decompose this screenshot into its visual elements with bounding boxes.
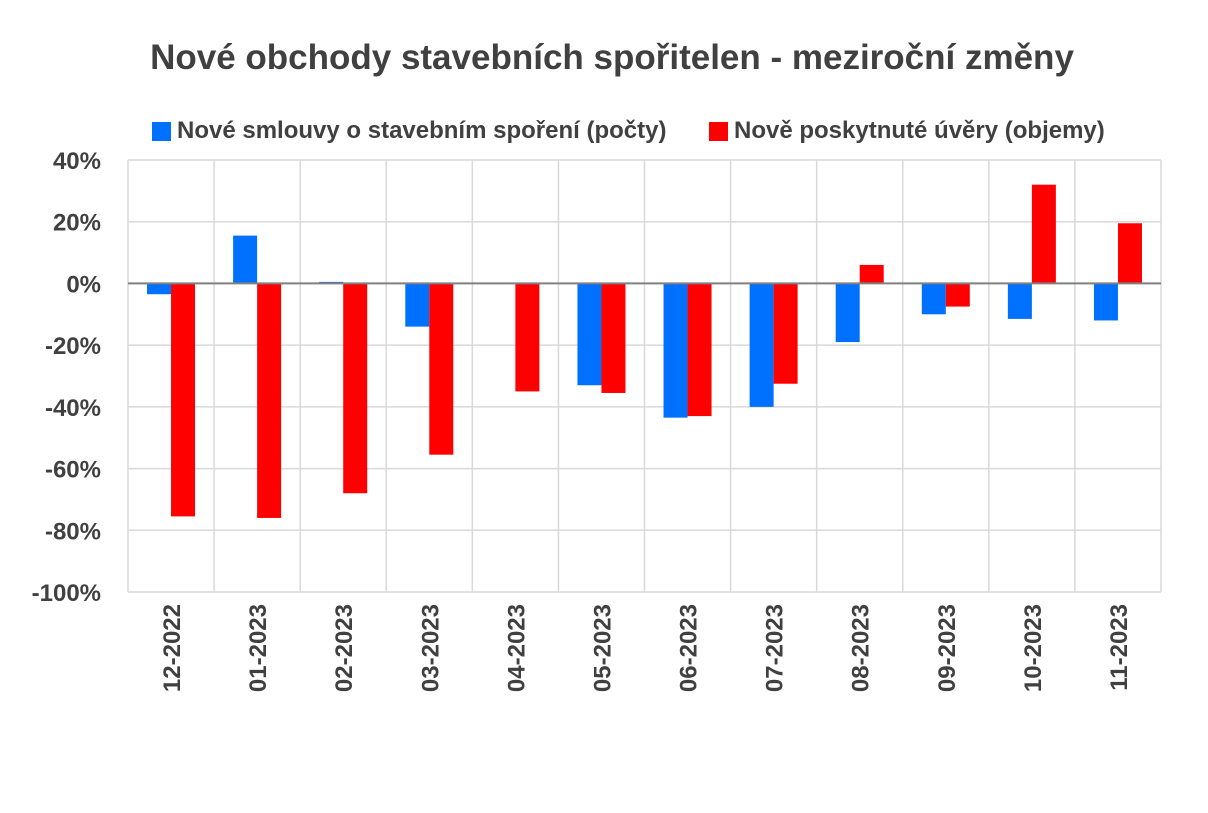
bar-smlouvy-05-2023 (577, 283, 602, 386)
bar-smlouvy-09-2023 (921, 283, 946, 315)
x-tick-label: 01-2023 (245, 604, 272, 692)
bar-smlouvy-03-2023 (405, 283, 430, 327)
bar-uvery-12-2022 (171, 283, 196, 517)
bar-smlouvy-11-2023 (1093, 283, 1118, 321)
y-tick-label: 0% (66, 271, 101, 298)
bar-uvery-05-2023 (601, 283, 626, 393)
y-tick-label: -40% (45, 395, 101, 422)
y-tick-label: 40% (53, 148, 101, 175)
x-tick-label: 10-2023 (1020, 604, 1047, 692)
x-tick-label: 02-2023 (331, 604, 358, 692)
bar-uvery-10-2023 (1031, 184, 1056, 284)
legend-swatch-uvery (709, 121, 728, 141)
bar-uvery-11-2023 (1117, 223, 1142, 284)
x-tick-label: 04-2023 (503, 604, 530, 692)
x-tick-label: 09-2023 (934, 604, 961, 692)
y-tick-label: -60% (45, 457, 101, 484)
bar-uvery-06-2023 (687, 283, 712, 417)
legend-item-smlouvy: Nové smlouvy o stavebním spoření (počty) (152, 117, 666, 145)
y-tick-label: 20% (53, 210, 101, 237)
chart-title: Nové obchody stavebních spořitelen - mez… (150, 38, 1074, 77)
bar-uvery-08-2023 (859, 264, 884, 284)
x-tick-label: 05-2023 (589, 604, 616, 692)
legend-item-uvery: Nově poskytnuté úvěry (objemy) (709, 117, 1105, 145)
x-tick-label: 08-2023 (848, 604, 875, 692)
bar-uvery-07-2023 (773, 283, 798, 384)
bar-smlouvy-07-2023 (749, 283, 774, 407)
x-tick-label: 06-2023 (676, 604, 703, 692)
bar-uvery-09-2023 (945, 283, 970, 307)
x-tick-label: 03-2023 (417, 604, 444, 692)
bar-smlouvy-08-2023 (835, 283, 860, 343)
bar-uvery-02-2023 (343, 283, 368, 494)
bar-uvery-01-2023 (257, 283, 282, 518)
bar-smlouvy-06-2023 (663, 283, 688, 418)
bar-smlouvy-12-2022 (147, 283, 172, 295)
bar-uvery-03-2023 (429, 283, 454, 455)
bar-smlouvy-10-2023 (1007, 283, 1032, 319)
bar-smlouvy-01-2023 (233, 235, 258, 284)
x-tick-label: 12-2022 (159, 604, 186, 692)
bar-uvery-04-2023 (515, 283, 540, 392)
x-tick-label: 07-2023 (762, 604, 789, 692)
legend-label-uvery: Nově poskytnuté úvěry (objemy) (734, 117, 1105, 144)
x-tick-label: 11-2023 (1106, 604, 1133, 691)
legend-swatch-smlouvy (152, 121, 171, 141)
legend-label-smlouvy: Nové smlouvy o stavebním spoření (počty) (177, 117, 667, 144)
y-tick-label: -80% (45, 518, 101, 545)
y-tick-label: -100% (32, 580, 101, 607)
y-tick-label: -20% (45, 333, 101, 360)
legend: Nové smlouvy o stavebním spoření (počty)… (0, 117, 1208, 147)
